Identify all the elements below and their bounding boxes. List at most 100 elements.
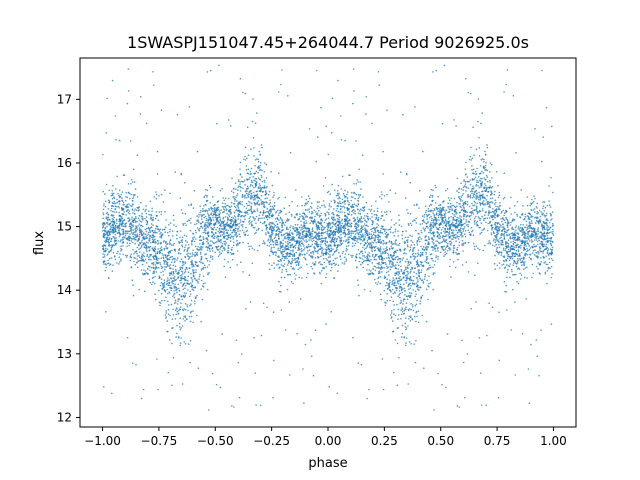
data-point [446, 221, 448, 223]
data-point [428, 205, 431, 207]
data-point [251, 224, 254, 227]
data-point [434, 250, 437, 252]
data-point [299, 252, 301, 255]
data-point [152, 272, 154, 275]
data-point [257, 217, 260, 220]
data-point [263, 185, 266, 187]
data-point [247, 168, 250, 171]
data-point [546, 270, 549, 272]
data-point [475, 205, 478, 208]
data-point [325, 218, 328, 220]
data-point [338, 192, 340, 195]
data-point [295, 264, 298, 266]
data-point [221, 228, 223, 230]
data-point [277, 247, 280, 250]
data-point [445, 223, 448, 226]
data-point [451, 208, 454, 210]
data-point [356, 266, 358, 268]
data-point [402, 113, 404, 116]
data-point [489, 179, 491, 182]
data-point [140, 269, 143, 271]
data-point [207, 273, 209, 276]
data-point [120, 250, 122, 252]
data-point [165, 266, 168, 268]
data-point [513, 273, 516, 276]
data-point [254, 165, 256, 167]
data-point [107, 199, 110, 201]
data-point [385, 263, 387, 266]
data-point [243, 221, 245, 223]
data-point [368, 388, 370, 391]
data-point [353, 244, 356, 247]
data-point [191, 259, 193, 262]
data-point [102, 224, 104, 227]
data-point [206, 210, 209, 212]
data-point [549, 240, 552, 242]
data-point [245, 169, 248, 171]
data-point [194, 223, 196, 226]
data-point [459, 234, 462, 236]
data-point [261, 200, 264, 203]
data-point [471, 157, 474, 159]
data-point [336, 190, 339, 192]
data-point [248, 217, 250, 220]
data-point [357, 194, 360, 196]
data-point [224, 248, 226, 250]
data-point [379, 282, 382, 285]
data-point [223, 220, 226, 222]
data-point [341, 198, 344, 201]
data-point [511, 237, 514, 240]
data-point [237, 180, 240, 183]
data-point [278, 256, 280, 259]
data-point [107, 214, 110, 216]
data-point [529, 247, 532, 249]
data-point [380, 227, 383, 230]
data-point [525, 229, 528, 231]
data-point [314, 221, 316, 224]
data-point [250, 183, 252, 186]
data-point [302, 233, 304, 236]
data-point [167, 277, 169, 279]
data-point [265, 163, 268, 166]
data-point [432, 71, 434, 73]
data-point [438, 237, 440, 239]
data-point [293, 245, 296, 247]
data-point [236, 200, 238, 202]
data-point [161, 266, 164, 269]
data-point [315, 213, 318, 215]
data-point [364, 236, 367, 238]
data-point [167, 292, 169, 295]
data-point [410, 284, 412, 287]
data-point [432, 273, 435, 276]
data-point [500, 236, 502, 238]
data-point [115, 220, 118, 222]
data-point [526, 254, 529, 256]
data-point [183, 272, 186, 274]
data-point [303, 226, 306, 229]
data-point [535, 235, 537, 238]
data-point [168, 234, 170, 237]
data-point [235, 234, 237, 236]
data-point [530, 239, 533, 241]
data-point [336, 248, 338, 251]
data-point [545, 106, 548, 109]
data-point [441, 241, 444, 243]
data-point [407, 264, 409, 267]
data-point [496, 246, 499, 249]
data-point [251, 247, 254, 249]
data-point [279, 216, 282, 219]
data-point [416, 244, 419, 246]
data-point [128, 210, 131, 212]
data-point [128, 244, 130, 247]
data-point [352, 336, 354, 339]
data-point [416, 266, 419, 268]
data-point [184, 287, 186, 290]
data-point [277, 91, 280, 93]
data-point [398, 244, 400, 246]
data-point [549, 227, 551, 229]
data-point [547, 249, 549, 252]
data-point [494, 213, 496, 215]
data-point [247, 213, 249, 215]
data-point [286, 245, 289, 248]
data-point [396, 249, 399, 252]
